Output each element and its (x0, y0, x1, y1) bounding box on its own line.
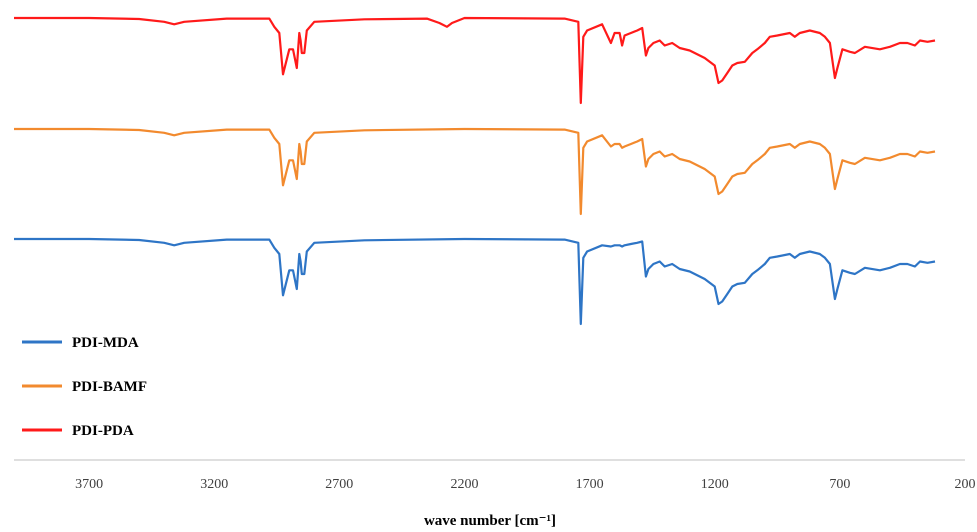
x-tick-label: 3200 (200, 477, 228, 492)
series-line-pdi-mda (14, 237, 936, 326)
series-line-pdi-bamf (14, 127, 936, 216)
spectra-series-layer (14, 16, 936, 326)
x-tick-label: 700 (829, 477, 850, 492)
legend-label-pdi-pda: PDI-PDA (72, 423, 134, 439)
x-tick-label: 1700 (576, 477, 604, 492)
x-tick-label: 200 (955, 477, 976, 492)
legend-label-pdi-mda: PDI-MDA (72, 335, 139, 351)
legend-label-pdi-bamf: PDI-BAMF (72, 379, 147, 395)
x-axis-title: wave number [cm⁻¹] (424, 513, 556, 529)
x-tick-label: 2200 (451, 477, 479, 492)
legend: PDI-MDA PDI-BAMF PDI-PDA (22, 335, 147, 439)
x-tick-label: 3700 (75, 477, 103, 492)
x-tick-labels: 3700 3200 2700 2200 1700 1200 700 200 (75, 477, 975, 492)
x-tick-label: 2700 (325, 477, 353, 492)
series-line-pdi-pda (14, 16, 936, 105)
x-tick-label: 1200 (701, 477, 729, 492)
